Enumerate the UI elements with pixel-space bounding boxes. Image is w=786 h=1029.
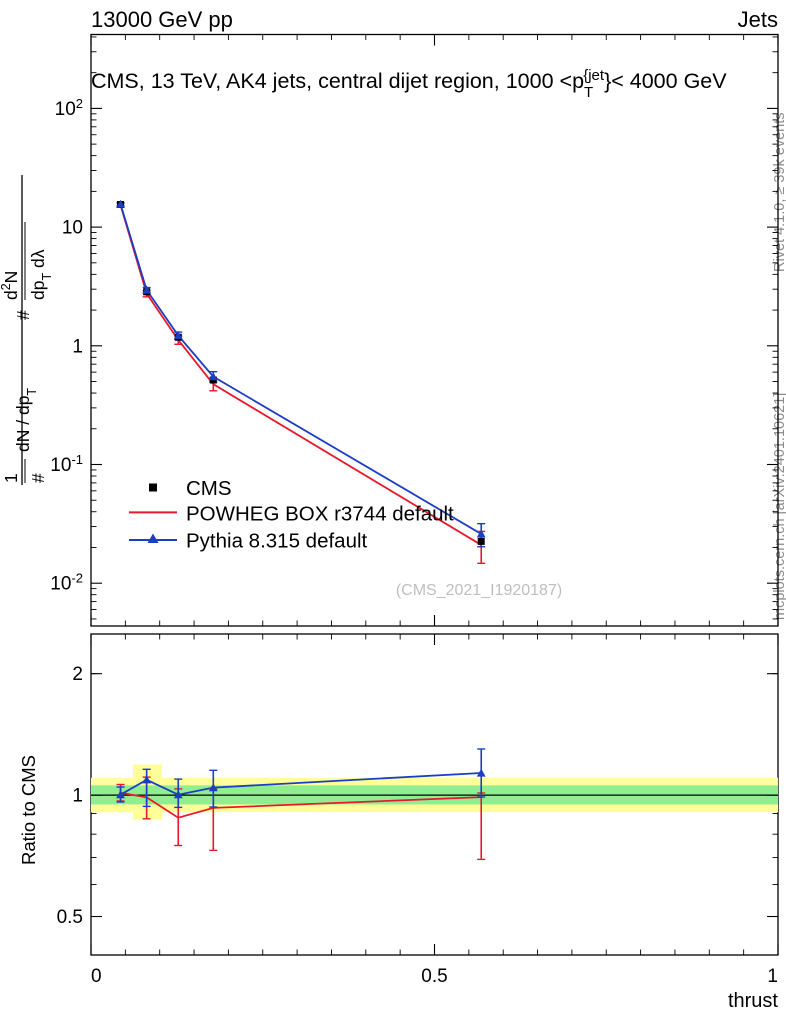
svg-text:0.5: 0.5 [421,966,447,987]
svg-text:1: 1 [72,336,83,357]
svg-text:Pythia 8.315 default: Pythia 8.315 default [186,530,368,553]
svg-text:#: # [13,310,33,320]
svg-text:13000 GeV pp: 13000 GeV pp [91,7,233,32]
svg-text:Rivet 4.1.0, ≥ 39k events: Rivet 4.1.0, ≥ 39k events [772,113,786,273]
svg-text:(CMS_2021_I1920187): (CMS_2021_I1920187) [396,582,562,599]
svg-text:thrust: thrust [728,990,778,1012]
svg-text:10: 10 [62,218,83,239]
svg-text:1: 1 [767,966,778,987]
svg-text:1: 1 [72,786,83,807]
svg-text:mcplots.cern.ch [arXiv:2401.10: mcplots.cern.ch [arXiv:2401.10621] [772,393,786,620]
svg-text:Ratio to CMS: Ratio to CMS [18,755,39,865]
svg-text:Jets: Jets [738,7,778,32]
svg-text:0.5: 0.5 [57,907,83,928]
svg-text:CMS: CMS [186,477,232,500]
svg-text:0: 0 [91,966,102,987]
svg-text:#: # [28,473,48,483]
svg-text:1: 1 [1,473,21,483]
svg-text:2: 2 [72,664,83,685]
svg-text:POWHEG BOX r3744 default: POWHEG BOX r3744 default [186,503,454,526]
